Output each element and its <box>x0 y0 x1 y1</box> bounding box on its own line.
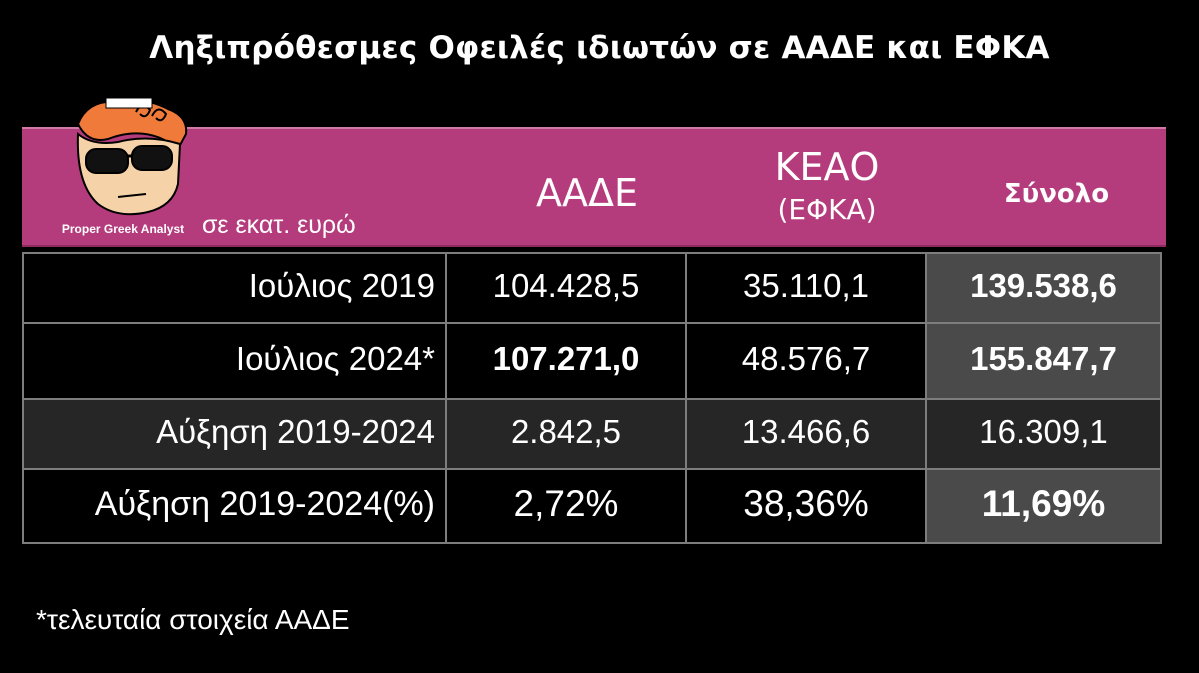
mascot-caption: Proper Greek Analyst <box>61 222 185 236</box>
unit-label: σε εκατ. ευρώ <box>202 211 356 239</box>
cell-keao: 38,36% <box>685 468 927 544</box>
page-title: Ληξιπρόθεσμες Οφειλές ιδιωτών σε ΑΑΔΕ κα… <box>149 30 1050 66</box>
cell-total: 11,69% <box>925 468 1162 544</box>
column-header-aade: ΑΑΔΕ <box>536 171 638 215</box>
row-label: Αύξηση 2019-2024 <box>22 398 447 470</box>
row-label: Αύξηση 2019-2024(%) <box>22 468 447 544</box>
cell-keao: 13.466,6 <box>685 398 927 470</box>
cell-total: 16.309,1 <box>925 398 1162 470</box>
data-table: Ιούλιος 2019 104.428,5 35.110,1 139.538,… <box>22 252 1166 544</box>
row-label: Ιούλιος 2024* <box>22 322 447 400</box>
table-header: Proper Greek Analyst σε εκατ. ευρώ ΑΑΔΕ … <box>22 97 1166 247</box>
mascot-logo-icon <box>76 97 188 216</box>
column-header-keao-label: ΚΕΑΟ <box>774 145 880 189</box>
cell-aade: 2,72% <box>445 468 687 544</box>
cell-aade: 104.428,5 <box>445 252 687 324</box>
column-header-total: Σύνολο <box>1003 179 1110 209</box>
cell-keao: 35.110,1 <box>685 252 927 324</box>
cell-total: 139.538,6 <box>925 252 1162 324</box>
cell-aade: 107.271,0 <box>445 322 687 400</box>
cell-total: 155.847,7 <box>925 322 1162 400</box>
column-header-keao: ΚΕΑΟ (ΕΦΚΑ) <box>707 145 947 226</box>
column-header-keao-sub: (ΕΦΚΑ) <box>777 192 877 226</box>
cell-aade: 2.842,5 <box>445 398 687 470</box>
footnote: *τελευταία στοιχεία ΑΑΔΕ <box>36 604 350 635</box>
cell-keao: 48.576,7 <box>685 322 927 400</box>
row-label: Ιούλιος 2019 <box>22 252 447 324</box>
